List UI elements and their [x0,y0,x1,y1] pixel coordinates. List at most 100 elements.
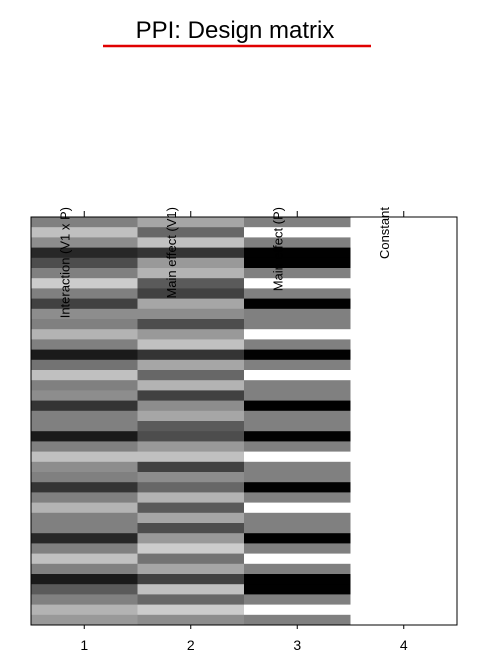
matrix-cell [137,359,245,371]
matrix-cell [137,278,245,289]
matrix-cell [31,380,138,391]
matrix-cell [244,400,351,412]
matrix-cell [137,257,245,269]
matrix-cell [350,268,458,279]
matrix-cell [350,553,458,565]
matrix-cell [31,278,138,289]
matrix-cell [350,410,458,422]
matrix-cell [244,563,351,575]
matrix-cell [350,614,458,626]
matrix-cell [350,584,458,595]
matrix-cell [31,523,138,534]
x-tick-label: 4 [400,637,408,653]
matrix-cell [31,421,138,432]
matrix-cell [31,329,138,340]
matrix-cell [244,533,351,544]
matrix-cell [350,482,458,493]
matrix-cell [244,461,351,473]
matrix-cell [350,512,458,524]
matrix-cell [137,553,245,565]
matrix-cell [244,237,351,249]
matrix-cell [137,492,245,504]
matrix-cell [137,227,245,238]
matrix-cell [350,563,458,575]
matrix-cell [31,319,138,330]
matrix-cell [31,339,138,351]
matrix [31,217,458,626]
matrix-cell [137,400,245,412]
matrix-cell [350,339,458,351]
matrix-cell [244,339,351,351]
matrix-cell [31,594,138,606]
matrix-cell [350,390,458,402]
matrix-cell [137,451,245,463]
matrix-cell [350,237,458,249]
matrix-cell [350,278,458,289]
matrix-cell [350,217,458,228]
matrix-cell [350,441,458,453]
matrix-cell [350,431,458,442]
column-label: Main effect (P) [271,207,286,291]
matrix-cell [137,247,245,259]
matrix-cell [31,502,138,514]
matrix-cell [350,227,458,238]
matrix-cell [350,247,458,259]
matrix-cell [350,523,458,534]
matrix-cell [350,492,458,504]
matrix-cell [244,482,351,493]
matrix-cell [31,431,138,442]
matrix-cell [31,441,138,453]
matrix-cell [31,308,138,320]
matrix-cell [31,217,138,228]
matrix-cell [31,482,138,493]
matrix-cell [244,553,351,565]
matrix-cell [350,400,458,412]
matrix-cell [244,502,351,514]
matrix-cell [137,461,245,473]
matrix-cell [350,451,458,463]
matrix-cell [244,421,351,432]
matrix-cell [137,584,245,595]
matrix-cell [31,604,138,616]
matrix-cell [244,594,351,606]
matrix-cell [137,421,245,432]
matrix-cell [244,308,351,320]
matrix-cell [350,604,458,616]
x-tick-label: 1 [80,637,88,653]
matrix-cell [31,410,138,422]
matrix-cell [244,329,351,340]
matrix-cell [31,543,138,555]
matrix-cell [137,502,245,514]
matrix-cell [244,288,351,300]
matrix-cell [137,370,245,381]
matrix-cell [350,461,458,473]
matrix-cell [31,298,138,310]
matrix-cell [350,319,458,330]
matrix-cell [31,563,138,575]
matrix-cell [350,308,458,320]
matrix-cell [244,492,351,504]
matrix-cell [137,441,245,453]
matrix-cell [137,308,245,320]
matrix-cell [244,574,351,585]
matrix-cell [137,217,245,228]
matrix-cell [31,288,138,300]
matrix-cell [31,614,138,626]
matrix-cell [244,523,351,534]
matrix-cell [31,349,138,361]
matrix-cell [244,359,351,371]
matrix-cell [137,543,245,555]
matrix-cell [350,329,458,340]
matrix-cell [244,227,351,238]
matrix-cell [350,421,458,432]
matrix-cell [31,451,138,463]
matrix-cell [244,390,351,402]
matrix-cell [31,461,138,473]
matrix-cell [244,370,351,381]
matrix-cell [31,574,138,585]
matrix-cell [244,319,351,330]
matrix-cell [137,329,245,340]
matrix-cell [31,359,138,371]
matrix-cell [350,380,458,391]
matrix-cell [350,257,458,269]
